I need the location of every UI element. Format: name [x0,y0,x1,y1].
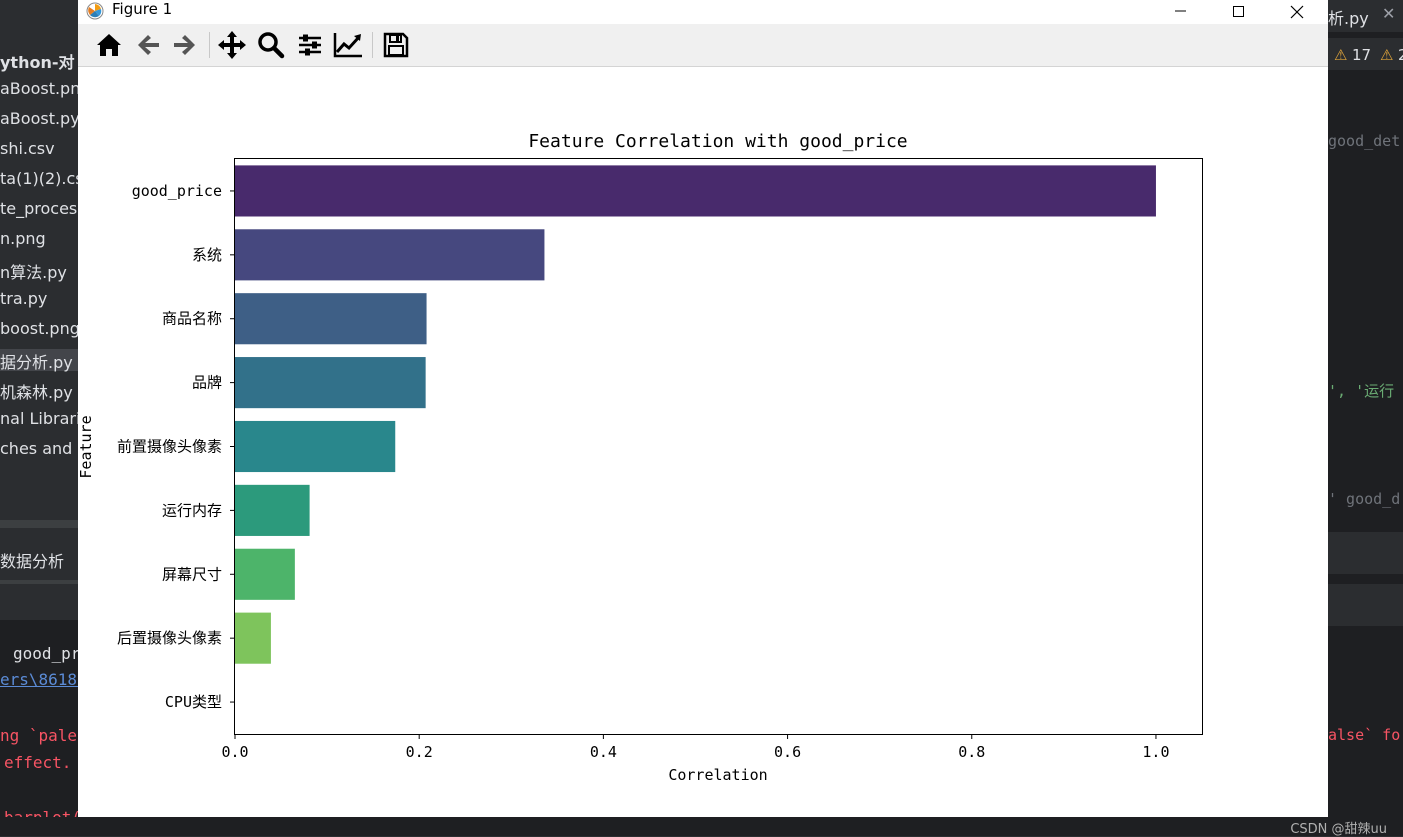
zoom-button[interactable] [255,29,287,61]
project-file-item[interactable]: n算法.py [0,263,67,282]
panel-divider [0,520,78,528]
y-tick-label: 屏幕尺寸 [162,565,222,583]
console-error-line: effect. [4,753,72,772]
back-arrow-icon [138,35,159,55]
ide-footer: CSDN @甜辣uu [0,817,1403,837]
y-axis-label: Feature [78,415,95,478]
chart-canvas[interactable]: Feature Correlation with good_price Feat… [78,66,1328,817]
toolbar-separator [372,32,373,58]
configure-subplots-button[interactable] [294,29,326,61]
project-file-item[interactable]: ta(1)(2).csv [0,169,78,188]
maximize-button[interactable] [1216,0,1262,24]
editor-tab[interactable]: 析.py [1328,9,1369,28]
run-tab[interactable]: 数据分析 [0,552,65,571]
x-axis-label: Correlation [668,766,767,784]
y-tick-label: 品牌 [192,374,222,392]
console-line: good_pr [13,644,78,663]
minimize-icon [1175,10,1186,12]
window-titlebar[interactable]: Figure 1 [78,0,1328,24]
minimize-button[interactable] [1158,0,1204,24]
y-tick-label: 运行内存 [162,501,222,519]
project-file-item[interactable]: boost.png [0,319,78,338]
code-fragment: alse` fo [1328,726,1401,744]
project-root-label[interactable]: ython-对 [0,53,75,72]
project-file-item[interactable]: te_process [0,199,78,218]
toolbar-separator [209,32,210,58]
console-panel: good_pr ers\86183 ng `palet effect. barp… [0,620,78,836]
ide-project-panel: ython-对 aBoost.pn aBoost.py shi.csv ta(1)(2… [0,0,78,836]
close-tab-icon[interactable]: ✕ [1382,4,1396,23]
home-icon [97,34,121,56]
y-tick-label: 系统 [192,246,222,264]
bar-1 [235,229,545,281]
console-error-line: ng `palet [0,726,78,745]
project-file-item[interactable]: 机森林.py [0,383,73,402]
y-tick-label: 商品名称 [162,310,222,328]
project-file-item[interactable]: n.png [0,229,46,248]
project-file-item[interactable]: aBoost.pn [0,79,78,98]
bar-6 [235,548,295,600]
pan-button[interactable] [216,29,248,61]
x-tick-label: 0.2 [406,743,433,761]
plot-frame [234,158,1203,735]
y-tick-label: good_price [132,182,222,200]
x-tick-label: 0.8 [958,743,985,761]
x-tick-label: 1.0 [1142,743,1169,761]
console-link[interactable]: ers\86183 [0,670,78,689]
y-tick-label: 后置摄像头像素 [117,629,222,647]
home-button[interactable] [93,29,125,61]
move-icon [218,31,246,59]
matplotlib-logo-icon [86,2,104,20]
editor-tab-bar: 析.py ✕ [1328,0,1403,32]
bar-3 [235,357,426,409]
project-file-item[interactable]: 据分析.py [0,349,78,372]
warning-count[interactable]: 2 [1398,46,1403,64]
bar-4 [235,420,396,473]
sliders-icon [299,34,321,56]
floppy-disk-icon [383,32,409,58]
project-file-item[interactable]: shi.csv [0,139,55,158]
ide-editor-panel: 析.py ✕ ⚠ 17 ⚠ 2 good_det ', '运行 ' good_d… [1328,0,1403,836]
x-tick-label: 0.0 [221,743,248,761]
project-file-item[interactable]: ches and C [0,439,78,458]
bar-0 [235,165,1156,217]
window-title: Figure 1 [112,0,173,18]
panel-divider [1328,532,1403,574]
bar-7 [235,612,271,664]
edit-axis-button[interactable] [332,29,364,61]
line-chart-icon [333,33,362,58]
panel-divider [0,580,78,584]
maximize-icon [1233,6,1244,17]
warning-icon: ⚠ [1380,46,1394,64]
project-file-item[interactable]: nal Librarie [0,409,78,428]
project-file-item[interactable]: aBoost.py [0,109,78,128]
back-button[interactable] [132,29,164,61]
bar-5 [235,484,310,536]
warning-count[interactable]: 17 [1352,46,1372,64]
project-file-item[interactable]: tra.py [0,289,48,308]
magnifier-icon [258,32,285,59]
warning-icon: ⚠ [1334,46,1348,64]
close-button[interactable] [1274,0,1320,24]
navigation-toolbar [78,24,1328,67]
panel-divider [1328,584,1403,626]
y-tick-label: CPU类型 [165,693,222,711]
close-icon [1290,5,1304,19]
x-tick-label: 0.6 [774,743,801,761]
forward-button[interactable] [169,29,201,61]
bar-2 [235,293,427,345]
code-fragment: good_det [1328,132,1401,150]
x-tick-label: 0.4 [590,743,617,761]
figure-window: Figure 1 [78,0,1328,817]
save-button[interactable] [380,29,412,61]
chart-title: Feature Correlation with good_price [528,131,907,152]
code-fragment: ' good_d [1328,490,1401,508]
y-tick-label: 前置摄像头像素 [117,438,222,456]
watermark: CSDN @甜辣uu [1290,822,1387,837]
code-fragment: ', '运行 [1328,382,1395,400]
inspection-bar: ⚠ 17 ⚠ 2 [1328,38,1403,70]
forward-arrow-icon [174,35,195,55]
